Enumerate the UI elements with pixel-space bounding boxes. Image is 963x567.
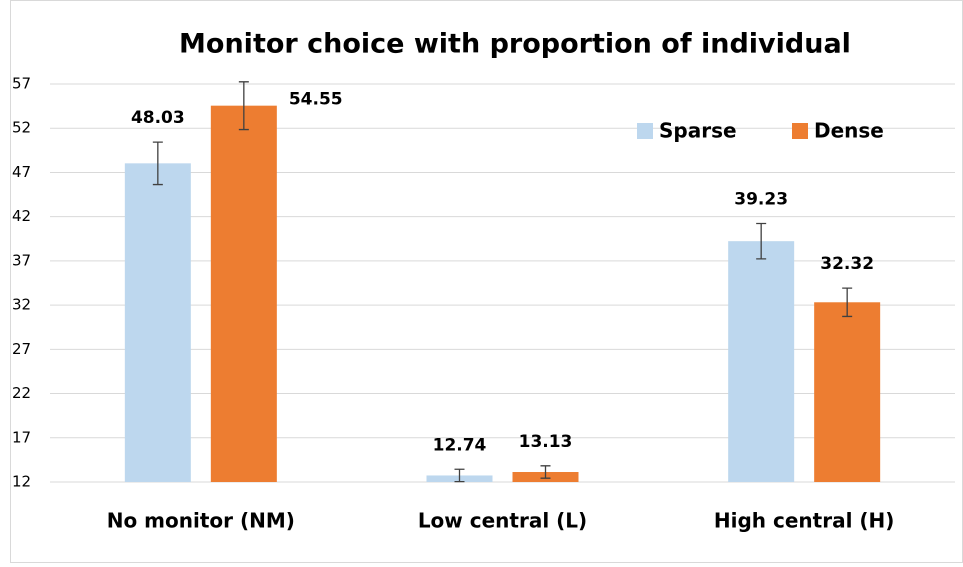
y-tick-label: 52 bbox=[12, 119, 31, 137]
x-tick-label: Low central (L) bbox=[418, 509, 587, 533]
y-tick-label: 27 bbox=[12, 340, 31, 358]
y-tick-label: 32 bbox=[12, 296, 31, 314]
legend-swatch bbox=[637, 123, 653, 139]
y-tick-label: 22 bbox=[12, 384, 31, 402]
data-label: 39.23 bbox=[734, 189, 788, 209]
y-tick-label: 57 bbox=[12, 75, 31, 93]
y-tick-label: 17 bbox=[12, 428, 31, 446]
y-tick-label: 42 bbox=[12, 207, 31, 225]
data-label: 12.74 bbox=[433, 435, 487, 455]
x-tick-label: High central (H) bbox=[714, 509, 895, 533]
error-bar bbox=[540, 465, 551, 479]
error-bar bbox=[454, 468, 465, 483]
bar bbox=[124, 163, 191, 483]
legend-swatch bbox=[792, 123, 808, 139]
bar bbox=[814, 302, 881, 482]
bar bbox=[728, 241, 795, 482]
data-label: 32.32 bbox=[820, 254, 874, 274]
data-label: 48.03 bbox=[131, 108, 185, 128]
error-bar bbox=[152, 141, 163, 186]
y-tick-label: 37 bbox=[12, 251, 31, 269]
data-label: 13.13 bbox=[519, 432, 573, 452]
error-bar bbox=[842, 287, 853, 318]
y-tick-label: 47 bbox=[12, 163, 31, 181]
data-label: 54.55 bbox=[289, 90, 343, 110]
x-tick-label: No monitor (NM) bbox=[107, 509, 295, 533]
error-bar bbox=[756, 222, 767, 260]
error-bar bbox=[238, 81, 249, 131]
legend-label: Dense bbox=[814, 119, 884, 143]
y-tick-label: 12 bbox=[12, 473, 31, 491]
legend-label: Sparse bbox=[659, 119, 737, 143]
chart-title: Monitor choice with proportion of indivi… bbox=[179, 29, 851, 60]
bar bbox=[210, 105, 277, 483]
